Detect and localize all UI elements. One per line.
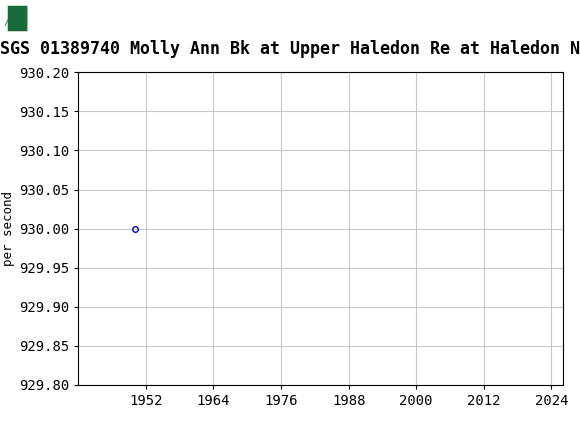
Text: █: █	[8, 6, 27, 31]
Text: ╱╲: ╱╲	[5, 12, 18, 25]
Text: USGS: USGS	[61, 9, 125, 29]
Y-axis label: Annual Peak Streamflow, in cubic feet
per second: Annual Peak Streamflow, in cubic feet pe…	[0, 90, 15, 367]
Text: USGS 01389740 Molly Ann Bk at Upper Haledon Re at Haledon NJ: USGS 01389740 Molly Ann Bk at Upper Hale…	[0, 40, 580, 58]
FancyBboxPatch shape	[3, 3, 58, 35]
